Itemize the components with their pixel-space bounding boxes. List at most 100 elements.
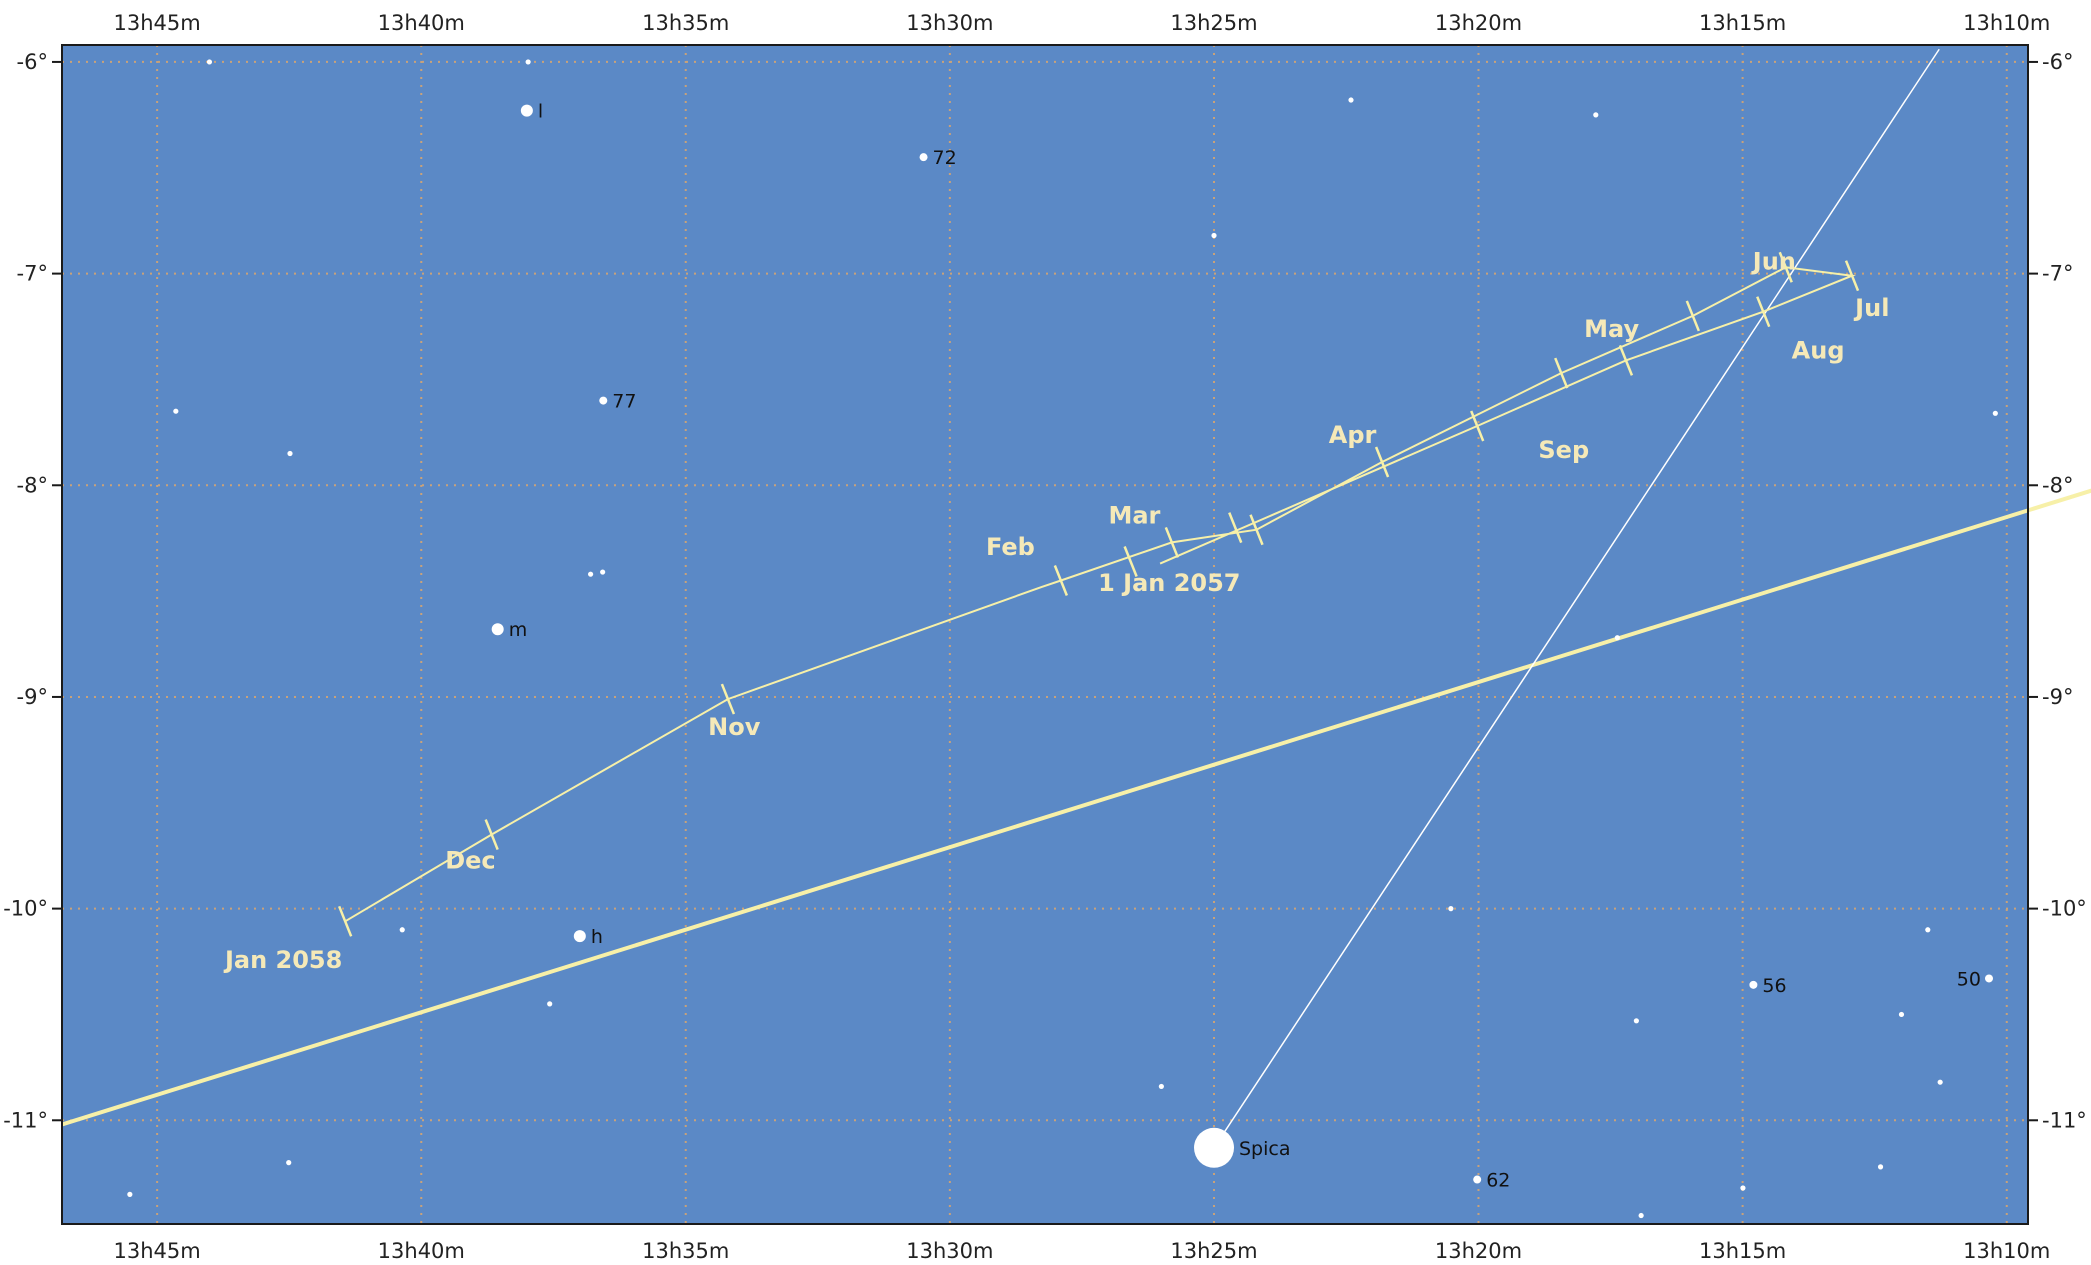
month-label: Apr bbox=[1329, 421, 1377, 449]
month-tick bbox=[1374, 446, 1390, 478]
ra-tick-label-top: 13h35m bbox=[642, 11, 729, 35]
ecliptic-line bbox=[61, 488, 2091, 1127]
month-label: Jun bbox=[1751, 247, 1796, 275]
month-label: Nov bbox=[708, 713, 761, 741]
sky-background bbox=[62, 45, 2028, 1224]
star bbox=[1348, 97, 1354, 103]
dec-tick-label-left: -11° bbox=[3, 1108, 48, 1132]
ra-tick-label-bottom: 13h25m bbox=[1170, 1239, 1257, 1263]
star bbox=[127, 1191, 133, 1197]
ra-tick-label-bottom: 13h35m bbox=[642, 1239, 729, 1263]
star-m bbox=[491, 623, 504, 636]
star bbox=[399, 927, 405, 933]
ra-tick-label-top: 13h30m bbox=[906, 11, 993, 35]
dec-tick-label-right: -9° bbox=[2042, 685, 2073, 709]
star bbox=[1158, 1083, 1164, 1090]
ra-tick-label-bottom: 13h40m bbox=[378, 1239, 465, 1263]
star-label: 77 bbox=[612, 391, 636, 413]
month-tick bbox=[1685, 300, 1700, 332]
star bbox=[1937, 1079, 1943, 1085]
month-label: Dec bbox=[445, 846, 495, 874]
ra-tick-label-top: 13h20m bbox=[1435, 11, 1522, 35]
month-label: Sep bbox=[1538, 436, 1589, 464]
dec-tick-label-left: -8° bbox=[17, 473, 48, 497]
star bbox=[1740, 1185, 1746, 1191]
ra-tick-label-bottom: 13h45m bbox=[114, 1239, 201, 1263]
star-56 bbox=[1749, 980, 1758, 989]
star bbox=[1448, 906, 1454, 912]
month-label: Jul bbox=[1853, 294, 1889, 322]
ra-tick-label-top: 13h40m bbox=[378, 11, 465, 35]
star bbox=[286, 1160, 292, 1166]
ra-tick-label-top: 13h45m bbox=[114, 11, 201, 35]
month-tick bbox=[1164, 526, 1179, 558]
star-label: 62 bbox=[1486, 1170, 1510, 1192]
star-50 bbox=[1984, 974, 1993, 983]
star-label: h bbox=[591, 926, 603, 948]
month-tick bbox=[1123, 546, 1138, 577]
month-tick bbox=[484, 819, 499, 850]
month-tick bbox=[1228, 512, 1243, 544]
dec-tick-label-right: -6° bbox=[2042, 50, 2073, 74]
star bbox=[1633, 1018, 1639, 1024]
axis-labels: 13h45m 13h45m 13h40m 13h40m 13h35m 13h35m 13h3… bbox=[3, 11, 2087, 1263]
pointer-line bbox=[1213, 48, 1940, 1149]
star-label: 50 bbox=[1957, 968, 1981, 990]
star-label: 56 bbox=[1762, 975, 1786, 997]
star-label: Spica bbox=[1239, 1138, 1291, 1160]
month-tick bbox=[1778, 251, 1793, 283]
star bbox=[206, 59, 213, 65]
star bbox=[1898, 1011, 1905, 1018]
chart-frame bbox=[61, 44, 2029, 1225]
ra-tick-label-top: 13h10m bbox=[1963, 11, 2050, 35]
star-h bbox=[573, 930, 586, 943]
ra-tick-label-top: 13h15m bbox=[1699, 11, 1786, 35]
month-tick bbox=[1844, 260, 1860, 292]
ra-tick-label-bottom: 13h10m bbox=[1963, 1239, 2050, 1263]
month-tick bbox=[1618, 344, 1634, 376]
month-tick bbox=[1053, 565, 1069, 596]
star-label: m bbox=[509, 619, 528, 641]
ra-tick-label-bottom: 13h15m bbox=[1699, 1239, 1786, 1263]
star bbox=[600, 569, 606, 575]
month-ticks bbox=[338, 251, 1860, 937]
star-l bbox=[520, 104, 533, 117]
ra-tick-label-top: 13h25m bbox=[1170, 11, 1257, 35]
month-tick bbox=[1756, 296, 1771, 328]
month-label: 1 Jan 2057 bbox=[1098, 569, 1240, 597]
dec-tick-label-left: -10° bbox=[3, 897, 48, 921]
month-tick bbox=[720, 683, 736, 715]
month-tick bbox=[1470, 410, 1485, 442]
dec-tick-label-right: -8° bbox=[2042, 473, 2073, 497]
month-label: Feb bbox=[986, 533, 1035, 561]
star-label: 72 bbox=[933, 147, 957, 169]
star-62 bbox=[1473, 1175, 1482, 1184]
ra-tick-label-bottom: 13h20m bbox=[1435, 1239, 1522, 1263]
star bbox=[1925, 927, 1931, 933]
ecliptic-segment bbox=[61, 488, 2091, 1127]
dec-tick-label-right: -11° bbox=[2042, 1108, 2087, 1132]
stars: m 77 h l 72 Spica 62 56 50 bbox=[127, 59, 1998, 1219]
star bbox=[1614, 635, 1620, 641]
star bbox=[1877, 1164, 1884, 1170]
dec-tick-label-left: -6° bbox=[17, 50, 48, 74]
month-label: Mar bbox=[1108, 501, 1160, 529]
star-77 bbox=[599, 396, 608, 405]
star bbox=[547, 1001, 553, 1007]
month-label: Aug bbox=[1792, 336, 1845, 364]
dec-tick-label-left: -7° bbox=[17, 262, 48, 286]
star bbox=[588, 571, 594, 577]
star bbox=[525, 59, 531, 65]
dec-tick-label-left: -9° bbox=[17, 685, 48, 709]
star bbox=[1593, 112, 1599, 118]
star-label: l bbox=[538, 101, 543, 123]
dec-tick-label-right: -7° bbox=[2042, 262, 2073, 286]
pointer-segment bbox=[1213, 48, 1940, 1149]
star bbox=[1638, 1212, 1644, 1219]
star bbox=[1211, 232, 1217, 239]
month-label: May bbox=[1584, 315, 1639, 343]
month-tick bbox=[338, 905, 353, 937]
month-labels: 1 Jan 2057 Feb Mar Apr May Jun Jul Aug Sep Nov Dec… bbox=[223, 247, 1889, 974]
star bbox=[173, 408, 179, 414]
